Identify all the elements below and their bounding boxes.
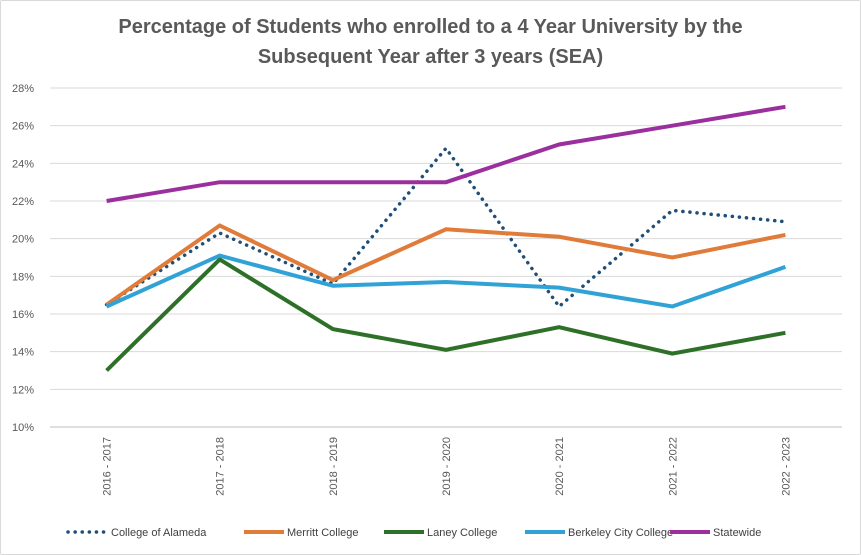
chart-title-line-1: Percentage of Students who enrolled to a… — [118, 16, 743, 38]
x-tick-label: 2017 - 2018 — [215, 437, 227, 496]
y-tick-label: 20% — [12, 234, 34, 246]
y-tick-label: 10% — [12, 422, 34, 434]
legend: College of Alameda Merritt College Laney C… — [66, 527, 761, 539]
series-line — [105, 256, 786, 372]
legend-label: Statewide — [713, 527, 761, 539]
y-tick-label: 24% — [12, 158, 34, 170]
y-tick-label: 28% — [12, 83, 34, 95]
chart-title: Percentage of Students who enrolled to a… — [0, 12, 861, 72]
y-tick-label: 22% — [12, 196, 34, 208]
legend-label: College of Alameda — [111, 527, 207, 539]
x-tick-label: 2020 - 2021 — [554, 437, 566, 496]
series-line — [105, 223, 786, 307]
y-tick-label: 12% — [12, 384, 34, 396]
chart-title-line-2: Subsequent Year after 3 years (SEA) — [257, 46, 604, 68]
series-line — [106, 104, 786, 203]
legend-label: Merritt College — [287, 527, 359, 539]
x-tick-label: 2016 - 2017 — [102, 437, 114, 496]
legend-label: Berkeley City College — [568, 527, 673, 539]
x-tick-label: 2019 - 2020 — [441, 437, 453, 496]
series-lines — [104, 104, 788, 372]
x-tick-label: 2018 - 2019 — [328, 437, 340, 496]
x-axis: 2016 - 2017 2017 - 2018 2018 - 2019 2019 - … — [102, 437, 793, 496]
y-tick-label: 16% — [12, 309, 34, 321]
x-tick-label: 2022 - 2023 — [780, 437, 792, 496]
x-tick-label: 2021 - 2022 — [667, 437, 679, 496]
y-tick-label: 26% — [12, 121, 34, 133]
gridlines — [50, 87, 842, 428]
series-line — [105, 253, 787, 309]
series-line — [104, 145, 788, 310]
legend-label: Laney College — [427, 527, 497, 539]
y-tick-label: 14% — [12, 347, 34, 359]
y-axis: 10% 12% 14% 16% 18% 20% 22% 24% 26% 28% — [12, 83, 34, 434]
y-tick-label: 18% — [12, 271, 34, 283]
